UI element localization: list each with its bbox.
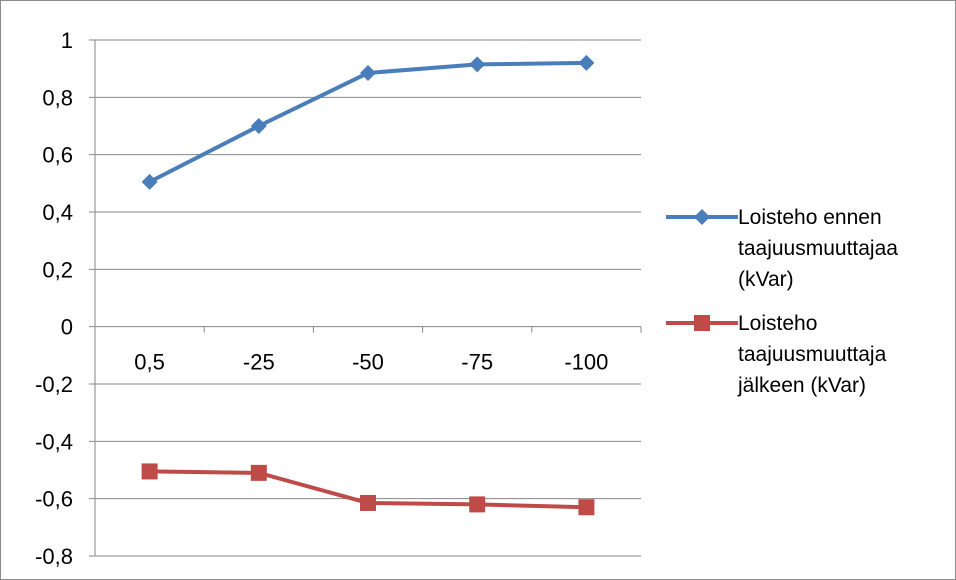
legend-label-series-2: Loisteho taajuusmuuttaja jälkeen (kVar) bbox=[738, 312, 887, 397]
x-tick-label: -75 bbox=[461, 350, 493, 375]
data-point-diamond bbox=[141, 173, 158, 190]
y-tick-label: -0,2 bbox=[35, 372, 73, 397]
x-axis-tick-labels: 0,5 -25 -50 -75 -100 bbox=[134, 350, 608, 375]
x-tick-label: -25 bbox=[243, 350, 275, 375]
data-point-diamond bbox=[469, 56, 486, 73]
data-point-square bbox=[250, 464, 267, 481]
legend-label-series-1: Loisteho ennen taajuusmuuttajaa (kVar) bbox=[738, 206, 898, 291]
y-tick-label: -0,6 bbox=[35, 487, 73, 512]
y-tick-label: 1 bbox=[61, 28, 73, 53]
y-tick-label: 0,4 bbox=[42, 200, 73, 225]
data-point-square bbox=[141, 463, 158, 480]
axes bbox=[94, 40, 642, 556]
data-point-square bbox=[578, 499, 595, 516]
data-point-square bbox=[360, 494, 376, 511]
y-tick-label: 0,2 bbox=[42, 257, 73, 282]
y-tick-label: 0 bbox=[61, 315, 73, 340]
data-point-diamond bbox=[250, 118, 267, 134]
x-tick-label: 0,5 bbox=[134, 350, 165, 375]
y-tick-label: 0,6 bbox=[42, 143, 73, 168]
data-point-diamond bbox=[360, 64, 376, 81]
y-tick-label: -0,8 bbox=[35, 544, 73, 569]
y-tick-label: 0,8 bbox=[42, 85, 73, 110]
x-tick-label: -50 bbox=[352, 350, 384, 375]
data-point-diamond bbox=[578, 54, 595, 71]
x-tick-label: -100 bbox=[564, 350, 608, 375]
data-point-square bbox=[469, 496, 486, 513]
legend-marker-series-1 bbox=[666, 209, 738, 225]
gridlines bbox=[89, 39, 641, 557]
series-layer bbox=[141, 54, 595, 516]
legend-marker-series-2 bbox=[666, 315, 738, 331]
y-tick-label: -0,4 bbox=[35, 429, 73, 454]
y-axis-tick-labels: 1 0,8 0,6 0,4 0,2 0 -0,2 -0,4 -0,6 -0,8 bbox=[35, 28, 73, 569]
